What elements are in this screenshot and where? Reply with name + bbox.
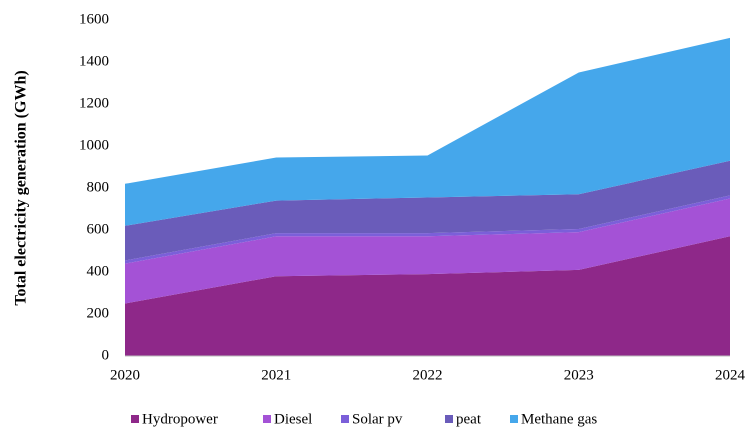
x-tick-label: 2021 xyxy=(261,367,291,383)
legend-swatch xyxy=(445,415,453,423)
y-tick-label: 600 xyxy=(87,221,110,237)
legend-label: Solar pv xyxy=(352,411,403,427)
y-tick-label: 800 xyxy=(87,179,110,195)
y-tick-label: 1200 xyxy=(79,95,109,111)
x-tick-label: 2024 xyxy=(715,367,746,383)
legend-label: Methane gas xyxy=(521,411,597,427)
y-axis-label: Total electricity generation (GWh) xyxy=(13,70,30,305)
x-tick-label: 2020 xyxy=(110,367,140,383)
y-tick-label: 0 xyxy=(102,347,110,363)
legend-label: peat xyxy=(456,411,482,427)
y-tick-label: 1000 xyxy=(79,137,109,153)
y-tick-label: 400 xyxy=(87,263,110,279)
area xyxy=(125,160,730,261)
area xyxy=(125,37,730,226)
legend-swatch xyxy=(341,415,349,423)
y-tick-label: 1400 xyxy=(79,53,109,69)
y-tick-label: 1600 xyxy=(79,11,109,27)
legend-label: Hydropower xyxy=(142,411,218,427)
legend-label: Diesel xyxy=(274,411,312,427)
legend-swatch xyxy=(510,415,518,423)
x-tick-label: 2023 xyxy=(564,367,594,383)
area xyxy=(125,198,730,304)
area xyxy=(125,236,730,356)
legend-swatch xyxy=(131,415,139,423)
y-tick-label: 200 xyxy=(87,305,110,321)
x-tick-label: 2022 xyxy=(413,367,443,383)
legend-swatch xyxy=(263,415,271,423)
